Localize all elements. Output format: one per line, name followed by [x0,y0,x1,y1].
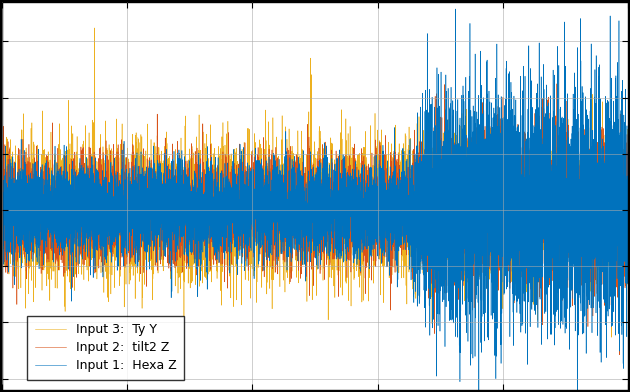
Input 3:  Ty Y: (414, -0.502): Ty Y: (414, -0.502) [24,264,32,269]
Input 3:  Ty Y: (45, -0.307): Ty Y: (45, -0.307) [1,242,9,247]
Input 1:  Hexa Z: (414, -0.105): Hexa Z: (414, -0.105) [24,220,32,224]
Input 3:  Ty Y: (1.96e+03, 0.147): Ty Y: (1.96e+03, 0.147) [121,191,129,196]
Line: Input 1:  Hexa Z: Input 1: Hexa Z [2,9,628,392]
Input 2:  tilt2 Z: (0, 0): tilt2 Z: (0, 0) [0,208,6,212]
Input 1:  Hexa Z: (598, -0.202): Hexa Z: (598, -0.202) [36,230,43,235]
Input 2:  tilt2 Z: (1.96e+03, 0.111): tilt2 Z: (1.96e+03, 0.111) [121,195,129,200]
Input 2:  tilt2 Z: (9.87e+03, -1.29): tilt2 Z: (9.87e+03, -1.29) [616,352,624,357]
Input 3:  Ty Y: (9.47e+03, -0.0734): Ty Y: (9.47e+03, -0.0734) [591,216,598,221]
Legend: Input 3:  Ty Y, Input 2:  tilt2 Z, Input 1:  Hexa Z: Input 3: Ty Y, Input 2: tilt2 Z, Input 1… [27,316,184,380]
Input 1:  Hexa Z: (1.96e+03, 0.229): Hexa Z: (1.96e+03, 0.229) [121,182,129,187]
Input 1:  Hexa Z: (7.25e+03, 1.79): Hexa Z: (7.25e+03, 1.79) [452,7,459,11]
Line: Input 3:  Ty Y: Input 3: Ty Y [2,28,628,337]
Input 2:  tilt2 Z: (414, -0.183): tilt2 Z: (414, -0.183) [24,228,32,233]
Input 2:  tilt2 Z: (45, 0.582): tilt2 Z: (45, 0.582) [1,142,9,147]
Input 1:  Hexa Z: (1e+04, 0.0898): Hexa Z: (1e+04, 0.0898) [624,198,630,202]
Input 3:  Ty Y: (4.89e+03, 0.417): Ty Y: (4.89e+03, 0.417) [304,161,312,165]
Input 3:  Ty Y: (9.74e+03, -1.13): Ty Y: (9.74e+03, -1.13) [607,335,615,339]
Input 1:  Hexa Z: (9.47e+03, -0.154): Hexa Z: (9.47e+03, -0.154) [591,225,598,230]
Input 2:  tilt2 Z: (8.86e+03, 1.12): tilt2 Z: (8.86e+03, 1.12) [553,82,561,86]
Input 3:  Ty Y: (598, -0.295): Ty Y: (598, -0.295) [36,241,43,245]
Line: Input 2:  tilt2 Z: Input 2: tilt2 Z [2,84,628,355]
Input 2:  tilt2 Z: (4.89e+03, 0.0917): tilt2 Z: (4.89e+03, 0.0917) [304,198,312,202]
Input 1:  Hexa Z: (4.89e+03, 0.0545): Hexa Z: (4.89e+03, 0.0545) [304,201,312,206]
Input 2:  tilt2 Z: (9.47e+03, 0.353): tilt2 Z: (9.47e+03, 0.353) [591,168,598,173]
Input 3:  Ty Y: (1e+04, 0.463): Ty Y: (1e+04, 0.463) [624,156,630,160]
Input 1:  Hexa Z: (45, -0.124): Hexa Z: (45, -0.124) [1,221,9,226]
Input 2:  tilt2 Z: (598, -0.214): tilt2 Z: (598, -0.214) [36,232,43,236]
Input 3:  Ty Y: (1.48e+03, 1.62): Ty Y: (1.48e+03, 1.62) [91,25,98,30]
Input 2:  tilt2 Z: (1e+04, 0.517): tilt2 Z: (1e+04, 0.517) [624,149,630,154]
Input 3:  Ty Y: (0, 0): Ty Y: (0, 0) [0,208,6,212]
Input 1:  Hexa Z: (0, 0): Hexa Z: (0, 0) [0,208,6,212]
